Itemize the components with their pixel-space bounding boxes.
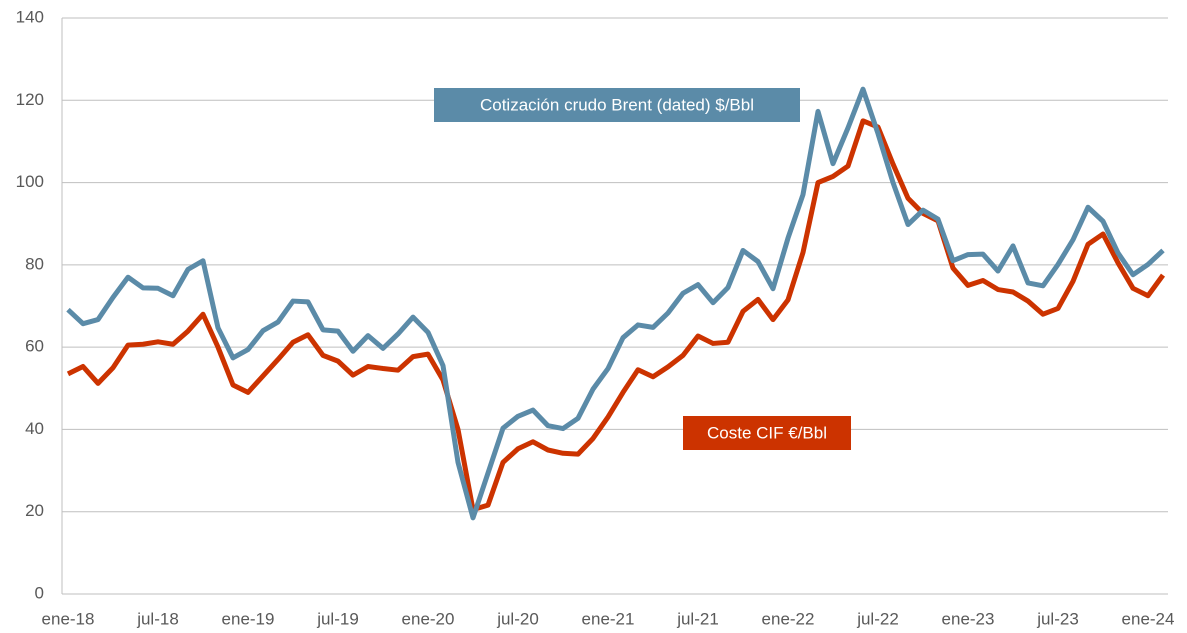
x-tick-label: jul-20 (496, 609, 539, 628)
x-tick-label: jul-21 (676, 609, 719, 628)
y-tick-label: 80 (25, 254, 44, 273)
y-tick-label: 140 (16, 7, 44, 26)
y-tick-label: 120 (16, 90, 44, 109)
y-tick-label: 0 (35, 583, 44, 602)
blue-label: Cotización crudo Brent (dated) $/Bbl (434, 88, 800, 122)
x-tick-label: ene-23 (942, 609, 995, 628)
x-tick-label: ene-20 (402, 609, 455, 628)
x-tick-label: ene-21 (582, 609, 635, 628)
y-tick-label: 40 (25, 419, 44, 438)
x-tick-label: jul-23 (1036, 609, 1079, 628)
red-label: Coste CIF €/Bbl (683, 416, 851, 450)
series-line (66, 86, 1165, 521)
label-box (683, 416, 851, 450)
y-tick-label: 20 (25, 501, 44, 520)
series-label: Coste CIF €/Bbl (707, 423, 827, 442)
x-tick-label: jul-19 (316, 609, 359, 628)
x-tick-label: ene-24 (1122, 609, 1175, 628)
label-box (434, 88, 800, 122)
y-tick-label: 100 (16, 172, 44, 191)
y-tick-label: 60 (25, 337, 44, 356)
series-line (66, 118, 1166, 513)
x-tick-label: ene-22 (762, 609, 815, 628)
x-tick-label: ene-19 (222, 609, 275, 628)
x-tick-label: jul-22 (856, 609, 899, 628)
x-tick-label: ene-18 (42, 609, 95, 628)
series-label: Cotización crudo Brent (dated) $/Bbl (480, 95, 754, 114)
x-tick-label: jul-18 (136, 609, 179, 628)
